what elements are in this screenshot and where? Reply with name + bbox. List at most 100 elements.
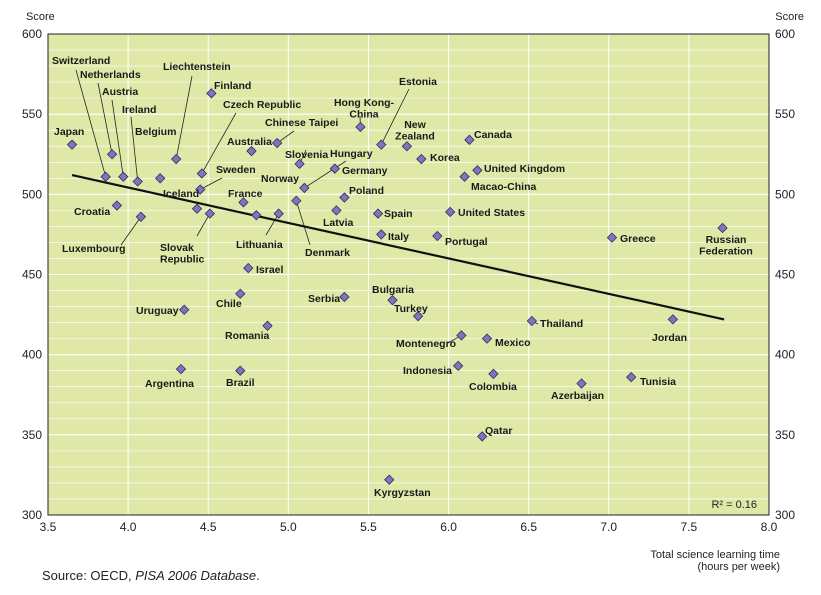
y-tick-label-left: 500 (22, 187, 42, 201)
label-colombia: Colombia (469, 381, 517, 393)
x-axis-ticks: 3.5 4.0 4.5 5.0 5.5 6.0 6.5 7.0 7.5 8.0 (40, 520, 778, 534)
y-tick-label-left: 600 (22, 27, 42, 41)
marker-czech-republic (196, 168, 207, 179)
label-hong-kong-china: Hong Kong-China (334, 97, 395, 121)
marker-thailand (526, 315, 538, 327)
y-axis-left-ticks: 300 350 400 450 500 550 600 (22, 27, 42, 522)
leader-slovak-republic (196, 213, 211, 237)
x-tick-label: 6.5 (520, 520, 537, 534)
marker-turkey (412, 311, 424, 322)
marker-croatia (111, 200, 123, 211)
label-ireland: Ireland (122, 104, 156, 116)
x-axis-title: Total science learning time (650, 549, 780, 561)
marker-israel (243, 262, 254, 274)
source-database: PISA 2006 Database (135, 568, 257, 583)
label-slovenia: Slovenia (285, 149, 328, 161)
leader-estonia (380, 88, 410, 145)
marker-australia (246, 145, 257, 157)
marker-brazil (235, 365, 246, 376)
label-chile: Chile (216, 298, 242, 310)
x-tick-label: 7.5 (681, 520, 698, 534)
label-france: France (228, 188, 263, 200)
r-squared-annotation: R² = 0.16 (711, 499, 757, 511)
y-axis-right-ticks: 300 350 400 450 500 550 600 (775, 27, 795, 522)
marker-slovak-republic (204, 208, 215, 219)
label-spain: Spain (384, 208, 413, 220)
y-tick-label-left: 450 (22, 268, 42, 282)
label-romania: Romania (225, 330, 270, 342)
x-tick-label: 5.0 (280, 520, 297, 534)
label-canada: Canada (474, 129, 512, 141)
marker-kyrgyzstan (384, 474, 395, 485)
y-tick-label-right: 350 (775, 428, 795, 442)
leader-denmark (295, 200, 311, 246)
y-tick-label-right: 400 (775, 348, 795, 362)
source-prefix: Source: OECD, (42, 568, 136, 583)
leader-austria (111, 99, 124, 177)
label-slovak-republic: Slovak Republic (160, 242, 204, 266)
leader-netherlands (97, 82, 113, 155)
y-axis-left-title: Score (26, 11, 55, 23)
marker-greece (606, 232, 618, 243)
y-tick-label-right: 450 (775, 268, 795, 282)
marker-bulgaria (387, 294, 398, 306)
leader-lithuania (265, 213, 280, 236)
data-points (66, 88, 728, 485)
marker-portugal (432, 230, 443, 242)
point-labels: Japan Switzerland Netherlands Austria Irelan… (52, 55, 753, 499)
label-latvia: Latvia (323, 217, 354, 229)
label-macao-china: Macao-China (471, 181, 537, 193)
marker-qatar (477, 431, 488, 442)
marker-montenegro (456, 330, 467, 341)
label-united-kingdom: United Kingdom (484, 163, 565, 175)
leader-sweden (200, 177, 223, 190)
label-norway: Norway (261, 173, 299, 185)
marker-denmark (291, 195, 302, 206)
x-tick-label: 7.0 (600, 520, 617, 534)
y-tick-label-left: 550 (22, 107, 42, 121)
y-tick-label-left: 300 (22, 508, 42, 522)
marker-korea (416, 153, 427, 165)
label-bulgaria: Bulgaria (372, 284, 414, 296)
label-australia: Australia (227, 136, 272, 148)
source-suffix: . (256, 568, 260, 583)
marker-liechtenstein (171, 153, 182, 165)
marker-luxembourg (135, 211, 147, 222)
marker-norway (251, 210, 262, 221)
x-tick-label: 4.0 (120, 520, 137, 534)
leader-switzerland (75, 69, 107, 177)
label-estonia: Estonia (399, 76, 437, 88)
label-montenegro: Montenegro (396, 338, 456, 350)
label-turkey: Turkey (394, 303, 428, 315)
label-luxembourg: Luxembourg (62, 243, 126, 255)
x-axis-title-units: (hours per week) (697, 561, 780, 573)
y-tick-label-right: 550 (775, 107, 795, 121)
label-denmark: Denmark (305, 247, 350, 259)
label-azerbaijan: Azerbaijan (551, 390, 604, 402)
y-tick-label-left: 400 (22, 348, 42, 362)
source-note: Source: OECD, PISA 2006 Database. (42, 568, 260, 583)
marker-serbia (339, 291, 350, 303)
label-russian-federation: Russian Federation (699, 234, 753, 258)
y-tick-label-left: 350 (22, 428, 42, 442)
label-finland: Finland (214, 80, 251, 92)
marker-netherlands (106, 149, 118, 160)
label-chinese-taipei: Chinese Taipei (265, 117, 338, 129)
marker-slovenia (294, 158, 305, 170)
label-lithuania: Lithuania (236, 239, 283, 251)
marker-united-states (444, 206, 456, 218)
marker-macao-china (459, 171, 470, 182)
label-croatia: Croatia (74, 206, 110, 218)
marker-uruguay (179, 304, 190, 315)
label-netherlands: Netherlands (80, 69, 141, 81)
marker-austria (118, 171, 129, 182)
label-sweden: Sweden (216, 164, 256, 176)
label-mexico: Mexico (495, 337, 531, 349)
trend-line (71, 174, 725, 321)
marker-latvia (331, 205, 342, 216)
marker-germany (329, 163, 340, 174)
marker-spain (372, 208, 384, 219)
y-tick-label-right: 300 (775, 508, 795, 522)
x-tick-label: 5.5 (360, 520, 377, 534)
label-hungary: Hungary (330, 148, 373, 160)
